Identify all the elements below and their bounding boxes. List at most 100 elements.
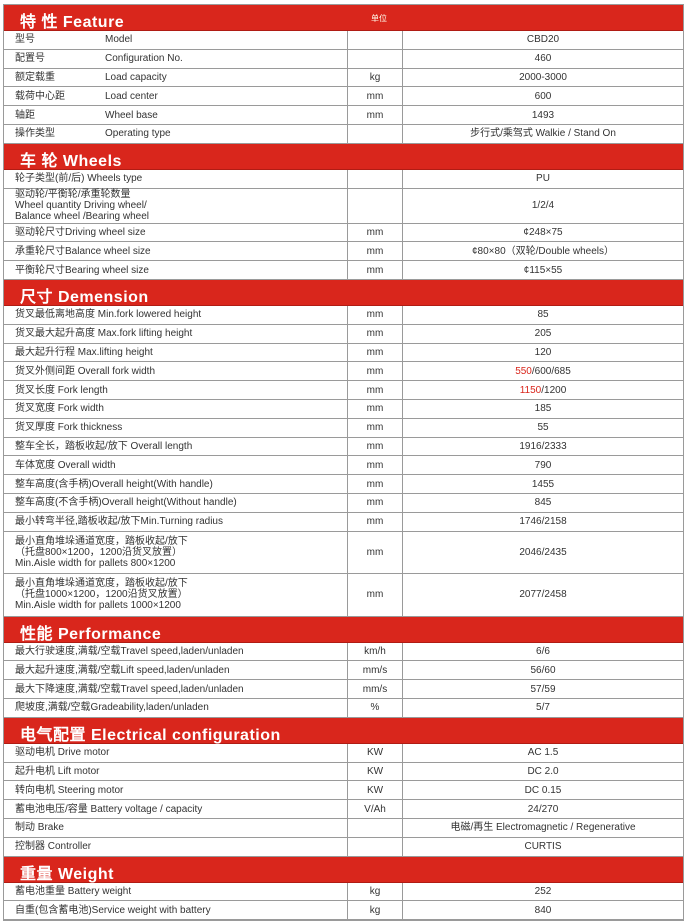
spec-value: 57/59 bbox=[403, 680, 683, 698]
spec-value-text: 790 bbox=[534, 459, 552, 471]
table-row: 货叉厚度 Fork thickness mm 55 bbox=[4, 418, 683, 438]
spec-value: CBD20 bbox=[403, 31, 683, 49]
spec-label: 驱动轮/平衡轮/承重轮数量 Wheel quantity Driving whe… bbox=[4, 188, 348, 223]
spec-value: 24/270 bbox=[403, 800, 683, 818]
spec-label: 最小转弯半径,踏板收起/放下Min.Turning radius bbox=[4, 512, 348, 531]
spec-label: 最大起升速度,满载/空载Lift speed,laden/unladen bbox=[4, 661, 348, 680]
spec-unit: kg bbox=[348, 882, 403, 901]
spec-value-text: 55 bbox=[537, 422, 549, 434]
spec-unit: mm bbox=[348, 305, 403, 324]
spec-value: 460 bbox=[403, 50, 683, 68]
spec-value-text: 85 bbox=[537, 309, 549, 321]
table-row: 最大下降速度,满载/空载Travel speed,laden/unladen mm… bbox=[4, 680, 683, 699]
spec-unit: mm bbox=[348, 574, 403, 616]
table-row: 最大行驶速度,满载/空载Travel speed,laden/unladen km… bbox=[4, 642, 683, 662]
spec-table: 特 性 Feature 单位 型号 Model CBD20 配置号 Configuratio… bbox=[3, 4, 684, 921]
spec-value: PU bbox=[403, 170, 683, 188]
spec-label: 爬坡度,满载/空载Gradeability,laden/unladen bbox=[4, 698, 348, 717]
spec-label: 驱动电机 Drive motor bbox=[4, 743, 348, 762]
spec-unit: mm bbox=[348, 418, 403, 437]
spec-value-text: 845 bbox=[534, 497, 552, 509]
section-title: 尺寸 Demension bbox=[20, 288, 149, 306]
spec-value: 845 bbox=[403, 494, 683, 512]
spec-label: 最大起升行程 Max.lifting height bbox=[4, 343, 348, 362]
spec-value: CURTIS bbox=[403, 838, 683, 856]
spec-label: 货叉最大起升高度 Max.fork lifting height bbox=[4, 324, 348, 343]
section-header: 特 性 Feature 单位 bbox=[4, 5, 683, 31]
spec-label-en: Configuration No. bbox=[105, 53, 183, 65]
table-row: 最小直角堆垛通道宽度，踏板收起/放下 （托盘1000×1200，1200沿货叉放… bbox=[4, 574, 683, 617]
spec-value: 6/6 bbox=[403, 643, 683, 661]
spec-value-text: /1200 bbox=[541, 384, 567, 396]
table-row: 货叉最低离地高度 Min.fork lowered height mm 85 bbox=[4, 305, 683, 325]
table-row: 货叉外侧间距 Overall fork width mm 550/600/685 bbox=[4, 362, 683, 382]
spec-value-text: ¢248×75 bbox=[523, 226, 563, 238]
spec-value-text: 5/7 bbox=[536, 702, 550, 714]
table-row: 最小转弯半径,踏板收起/放下Min.Turning radius mm 1746/2… bbox=[4, 512, 683, 532]
spec-unit: mm bbox=[348, 106, 403, 124]
spec-unit: mm bbox=[348, 362, 403, 381]
spec-value-text: PU bbox=[536, 173, 550, 185]
spec-value: 600 bbox=[403, 87, 683, 105]
spec-label: 制动 Brake bbox=[4, 818, 348, 837]
spec-value-text: 1916/2333 bbox=[519, 440, 567, 452]
table-row: 自重(包含蓄电池)Service weight with battery kg 84… bbox=[4, 901, 683, 921]
spec-value-text: 57/59 bbox=[530, 683, 556, 695]
spec-value-text: ¢115×55 bbox=[523, 264, 563, 276]
table-row: 承重轮尺寸Balance wheel size mm ¢80×80（双轮/Doubl… bbox=[4, 242, 683, 262]
spec-unit: kg bbox=[348, 68, 403, 87]
table-row: 货叉宽度 Fork width mm 185 bbox=[4, 399, 683, 419]
spec-unit: kg bbox=[348, 901, 403, 920]
spec-value-text: 600 bbox=[534, 90, 552, 102]
table-row: 制动 Brake 电磁/再生 Electromagnetic / Regenera… bbox=[4, 818, 683, 838]
spec-value-text: DC 2.0 bbox=[527, 765, 559, 777]
table-row: 转向电机 Steering motor KW DC 0.15 bbox=[4, 781, 683, 801]
spec-value-text: 24/270 bbox=[527, 803, 559, 815]
spec-unit bbox=[348, 169, 403, 188]
spec-label: 自重(包含蓄电池)Service weight with battery bbox=[4, 901, 348, 920]
spec-value: 2077/2458 bbox=[403, 574, 683, 616]
table-row: 轮子类型(前/后) Wheels type PU bbox=[4, 169, 683, 189]
spec-unit: mm bbox=[348, 261, 403, 279]
spec-unit bbox=[348, 31, 403, 49]
spec-unit: mm bbox=[348, 223, 403, 242]
section-title: 重量 Weight bbox=[20, 865, 114, 883]
table-row: 载荷中心距 Load center mm 600 bbox=[4, 87, 683, 107]
section-header: 电气配置 Electrical configuration bbox=[4, 717, 683, 744]
spec-unit: mm bbox=[348, 399, 403, 418]
spec-value-text: 1493 bbox=[531, 109, 555, 121]
spec-label-en: Operating type bbox=[105, 128, 171, 140]
spec-unit: mm bbox=[348, 324, 403, 343]
spec-value-text: 2000-3000 bbox=[519, 71, 567, 83]
spec-unit: V/Ah bbox=[348, 800, 403, 818]
spec-value: ¢80×80（双轮/Double wheels） bbox=[403, 242, 683, 260]
spec-value-text: AC 1.5 bbox=[527, 747, 559, 759]
spec-label-en: Load capacity bbox=[105, 71, 167, 83]
table-row: 蓄电池重量 Battery weight kg 252 bbox=[4, 882, 683, 902]
spec-value: 1916/2333 bbox=[403, 438, 683, 456]
spec-value: 电磁/再生 Electromagnetic / Regenerative bbox=[403, 819, 683, 837]
unit-column-header: 单位 bbox=[371, 14, 387, 23]
spec-unit bbox=[348, 49, 403, 68]
spec-label: 整车高度(含手柄)Overall height(With handle) bbox=[4, 475, 348, 493]
spec-value: 5/7 bbox=[403, 699, 683, 717]
spec-unit: KW bbox=[348, 743, 403, 762]
spec-value-text: DC 0.15 bbox=[524, 784, 562, 796]
spec-value-highlight: 1150 bbox=[519, 384, 542, 396]
spec-label: 载荷中心距 Load center bbox=[4, 87, 348, 106]
spec-unit: % bbox=[348, 698, 403, 717]
spec-value-text: 2046/2435 bbox=[519, 546, 567, 558]
spec-label: 整车全长，踏板收起/放下 Overall length bbox=[4, 437, 348, 456]
table-row: 控制器 Controller CURTIS bbox=[4, 837, 683, 857]
spec-value-text: 252 bbox=[534, 885, 552, 897]
spec-unit bbox=[348, 837, 403, 856]
spec-value: 840 bbox=[403, 901, 683, 919]
spec-value-text: 电磁/再生 Electromagnetic / Regenerative bbox=[450, 822, 636, 834]
section-header: 重量 Weight bbox=[4, 856, 683, 883]
spec-value: 步行式/乘驾式 Walkie / Stand On bbox=[403, 125, 683, 143]
spec-value-text: 840 bbox=[534, 904, 552, 916]
spec-value-text: 1/2/4 bbox=[531, 200, 555, 212]
spec-label: 起升电机 Lift motor bbox=[4, 762, 348, 781]
spec-value: 1/2/4 bbox=[403, 189, 683, 223]
section-header: 车 轮 Wheels bbox=[4, 143, 683, 170]
